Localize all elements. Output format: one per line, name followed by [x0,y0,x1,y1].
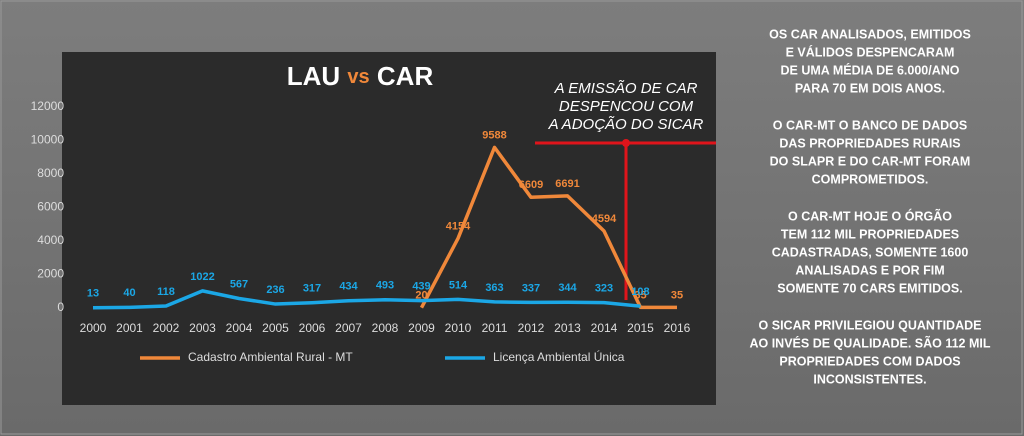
x-tick-label: 2012 [518,321,545,335]
data-label: 35 [634,289,646,301]
data-label: 4594 [592,213,617,225]
x-tick-label: 2009 [408,321,435,335]
side-text: E VÁLIDOS DESPENCARAM [786,44,955,59]
data-label: 13 [87,288,99,300]
data-label: 40 [123,287,135,299]
series-line [419,145,677,310]
side-text: CADASTRADAS, SOMENTE 1600 [772,245,969,259]
annotation: DESPENCOU COM [559,98,694,115]
data-label: 493 [376,280,394,292]
side-text: ANALISADAS E POR FIM [795,263,944,277]
x-tick-label: 2001 [116,321,143,335]
x-tick-label: 2011 [482,321,508,335]
data-label: 4154 [446,220,471,232]
data-label: 439 [412,281,430,293]
x-tick-label: 2003 [189,321,216,335]
y-tick-label: 12000 [31,99,65,113]
title-part: LAU [287,61,340,91]
y-tick-label: 8000 [37,166,64,180]
y-tick-label: 2000 [37,267,64,281]
legend-label: Cadastro Ambiental Rural - MT [188,350,353,364]
title-part: CAR [377,61,434,91]
data-label: 1022 [190,271,214,283]
side-text: OS CAR ANALISADOS, EMITIDOS [769,27,971,41]
side-text: DAS PROPRIEDADES RURAIS [779,136,960,150]
data-label: 323 [595,282,613,294]
title-part: vs [347,66,369,88]
data-label: 35 [671,289,683,301]
chart-panel [62,52,716,405]
annotation: A EMISSÃO DE CAR [554,80,698,97]
data-label: 6691 [555,178,579,190]
x-tick-label: 2008 [372,321,399,335]
side-text: INCONSISTENTES. [813,372,926,386]
side-text: SOMENTE 70 CARS EMITIDOS. [777,281,962,295]
series-line [92,289,641,310]
x-tick-label: 2006 [299,321,326,335]
x-tick-label: 2004 [226,321,253,335]
data-label: 118 [157,286,175,298]
x-tick-label: 2013 [554,321,581,335]
x-tick-label: 2005 [262,321,289,335]
data-label: 363 [485,282,503,294]
chart-title: LAU vs CAR [287,61,434,91]
data-label: 9588 [482,129,506,141]
annotation-dot [622,139,630,147]
x-tick-label: 2002 [153,321,180,335]
side-text: DE UMA MÉDIA DE 6.000/ANO [781,62,960,77]
x-tick-label: 2014 [591,321,618,335]
side-text: DO SLAPR E DO CAR-MT FORAM [770,154,971,168]
data-label: 514 [449,279,468,291]
annotation: A ADOÇÃO DO SICAR [548,116,704,133]
data-label: 317 [303,283,321,295]
data-label: 6609 [519,179,543,191]
data-label: 567 [230,278,248,290]
side-text: AO INVÉS DE QUALIDADE. SÃO 112 MIL [749,335,990,350]
data-label: 434 [339,281,358,293]
side-text: PARA 70 EM DOIS ANOS. [795,81,945,95]
legend-label: Licença Ambiental Única [493,349,625,364]
x-tick-label: 2000 [80,321,107,335]
side-text: TEM 112 MIL PROPRIEDADES [781,227,959,241]
y-tick-label: 0 [57,300,64,314]
side-text: PROPRIEDADES COM DADOS [779,354,960,368]
data-label: 236 [266,284,284,296]
y-tick-label: 6000 [37,200,64,214]
data-label: 337 [522,282,540,294]
side-text: COMPROMETIDOS. [812,172,929,186]
side-text: O SICAR PRIVILEGIOU QUANTIDADE [759,318,982,332]
data-label: 344 [558,282,577,294]
x-tick-label: 2010 [445,321,472,335]
side-text: O CAR-MT O BANCO DE DADOS [773,118,967,132]
data-label: 20 [415,290,427,302]
side-text: O CAR-MT HOJE O ÓRGÃO [788,208,952,223]
y-tick-label: 4000 [37,233,64,247]
data-label: 108 [631,286,649,298]
x-tick-label: 2016 [664,321,691,335]
x-tick-label: 2015 [627,321,654,335]
x-tick-label: 2007 [335,321,362,335]
y-tick-label: 10000 [31,133,65,147]
